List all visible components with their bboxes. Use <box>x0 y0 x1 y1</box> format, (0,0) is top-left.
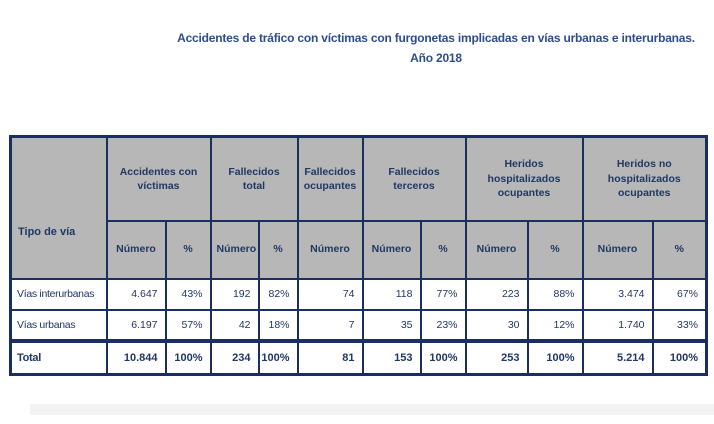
subheader-percent: % <box>419 219 467 280</box>
group-header-fallecidos-ocupantes: Fallecidos ocupantes <box>296 135 364 222</box>
table-cell: 192 <box>209 277 260 311</box>
group-header-heridos-no-hospitalizados-ocupantes: Heridos no hospitalizados ocupantes <box>581 135 708 222</box>
table-cell: 30 <box>464 308 529 342</box>
table-cell: 1.740 <box>581 308 654 342</box>
table-row-vias-urbanas: Vías urbanas 6.197 57% 42 18% 7 35 23% 3… <box>9 308 708 342</box>
table-row-vias-interurbanas: Vías interurbanas 4.647 43% 192 82% 74 1… <box>9 277 708 311</box>
group-header-fallecidos-terceros: Fallecidos terceros <box>361 135 467 222</box>
table-cell: 33% <box>651 308 708 342</box>
table-cell: 42 <box>209 308 260 342</box>
table-cell: 4.647 <box>105 277 167 311</box>
chart-title: Accidentes de tráfico con víctimas con f… <box>158 29 714 69</box>
table-cell: 23% <box>419 308 467 342</box>
table-cell: 12% <box>526 308 584 342</box>
table-cell: 74 <box>296 277 364 311</box>
total-cell: 5.214 <box>581 338 654 376</box>
table-cell: 7 <box>296 308 364 342</box>
table-cell: 223 <box>464 277 529 311</box>
table-cell: 77% <box>419 277 467 311</box>
total-cell: 100% <box>257 338 299 376</box>
table-cell: 6.197 <box>105 308 167 342</box>
total-cell: 100% <box>526 338 584 376</box>
subheader-percent: % <box>257 219 299 280</box>
total-cell: 81 <box>296 338 364 376</box>
total-cell: 100% <box>651 338 708 376</box>
table-cell: 67% <box>651 277 708 311</box>
table-cell: 88% <box>526 277 584 311</box>
sub-header-row: Número % Número % Número Número % Número… <box>11 219 708 280</box>
table-cell: 43% <box>164 277 212 311</box>
table-cell: 57% <box>164 308 212 342</box>
total-cell: 153 <box>361 338 422 376</box>
corner-header-tipo-de-via: Tipo de vía <box>9 135 108 280</box>
total-cell: 10.844 <box>105 338 167 376</box>
title-line-2: Año 2018 <box>410 50 462 65</box>
total-cell: 100% <box>419 338 467 376</box>
table-cell: 118 <box>361 277 422 311</box>
total-cell: 100% <box>164 338 212 376</box>
total-cell: 234 <box>209 338 260 376</box>
row-label: Vías urbanas <box>9 308 108 342</box>
group-header-row: Tipo de vía Accidentes con víctimas Fall… <box>9 135 708 280</box>
total-cell: 253 <box>464 338 529 376</box>
table-cell: 3.474 <box>581 277 654 311</box>
group-header-accidentes-con-victimas: Accidentes con víctimas <box>105 135 212 222</box>
subheader-percent: % <box>164 219 212 280</box>
group-header-heridos-hospitalizados-ocupantes: Heridos hospitalizados ocupantes <box>464 135 584 222</box>
group-header-fallecidos-total: Fallecidos total <box>209 135 299 222</box>
subheader-numero: Número <box>209 219 260 280</box>
page-background-band <box>30 404 714 415</box>
title-line-1: Accidentes de tráfico con víctimas con f… <box>177 31 695 45</box>
subheader-percent: % <box>651 219 708 280</box>
accidents-statistics-table: Tipo de vía Accidentes con víctimas Fall… <box>9 135 709 376</box>
table-cell: 18% <box>257 308 299 342</box>
subheader-percent: % <box>526 219 584 280</box>
table-cell: 35 <box>361 308 422 342</box>
subheader-numero: Número <box>361 219 422 280</box>
row-label: Vías interurbanas <box>9 277 108 311</box>
total-label: Total <box>9 338 108 376</box>
subheader-numero: Número <box>105 219 167 280</box>
subheader-numero: Número <box>464 219 529 280</box>
subheader-numero: Número <box>581 219 654 280</box>
table-row-total: Total 10.844 100% 234 100% 81 153 100% 2… <box>9 338 708 376</box>
table-cell: 82% <box>257 277 299 311</box>
subheader-numero: Número <box>296 219 364 280</box>
